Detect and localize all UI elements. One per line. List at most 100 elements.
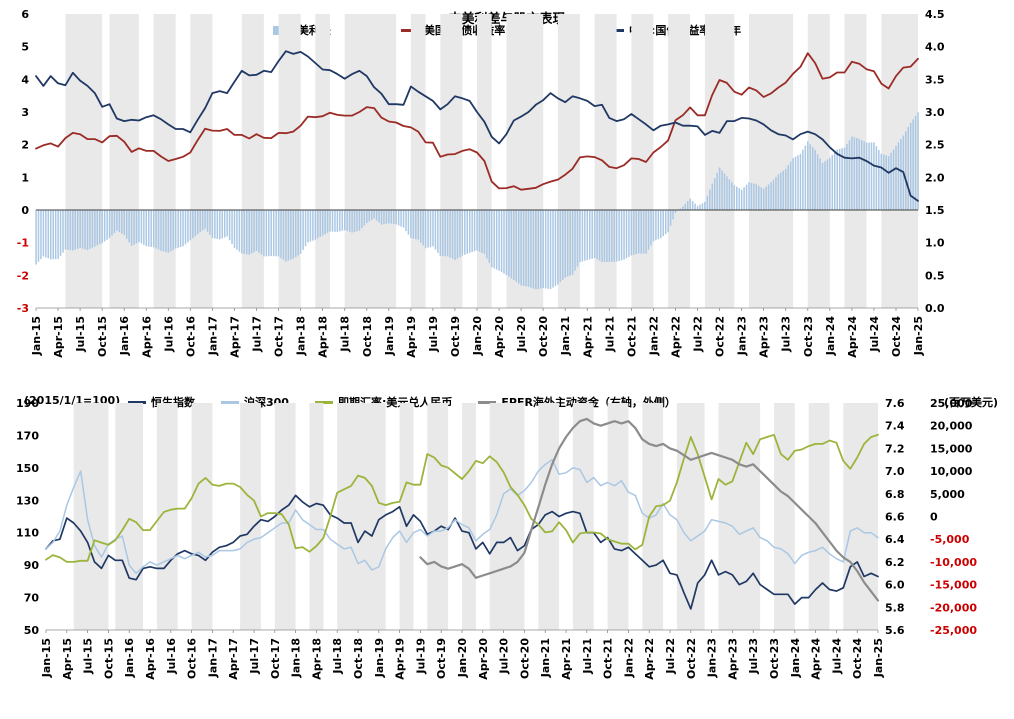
x-axis-tick-label: Oct-18	[352, 638, 365, 679]
x-axis-tick-label: Jul-21	[581, 638, 594, 675]
usdcny-line-swatch	[314, 400, 333, 404]
y-axis-tick-label: 0.5	[925, 269, 945, 282]
x-axis-tick-label: Apr-20	[477, 638, 490, 680]
y-axis-tick-label: 2.0	[925, 171, 945, 184]
x-axis-tick-label: Jan-16	[118, 316, 131, 357]
y-axis-tick-label: 1.5	[925, 204, 945, 217]
y-axis-tick-label: 50	[24, 624, 40, 637]
x-axis-tick-label: Oct-22	[685, 638, 698, 679]
x-axis-tick-label: Jul-22	[664, 638, 677, 675]
y-axis-tick-label: 1	[21, 171, 29, 184]
y-axis-tick-label: 6	[21, 8, 29, 21]
y-axis-tick-label: 7.6	[885, 397, 905, 410]
x-axis-tick-label: Oct-17	[269, 638, 282, 679]
y-axis-tick-label: 70	[24, 592, 40, 605]
x-axis-tick-label: Jan-18	[295, 316, 308, 356]
series-spread	[35, 112, 919, 290]
x-axis-tick-label: Apr-22	[643, 638, 656, 680]
x-axis-tick-label: Jul-16	[162, 316, 175, 353]
x-axis-tick-label: Oct-24	[890, 316, 903, 357]
y-axis-tick-label: 3	[21, 106, 29, 119]
x-axis-tick-label: Oct-18	[361, 316, 374, 357]
background-band	[808, 403, 830, 630]
y-axis-tick-label: -2	[17, 269, 29, 282]
y-axis-tick-label: 6.4	[885, 533, 905, 546]
y-axis-tick-label: -10,000	[930, 556, 977, 569]
background-band	[774, 403, 795, 630]
x-axis-tick-label: Jan-17	[206, 316, 219, 356]
y-axis-tick-label: 7.2	[885, 442, 905, 455]
x-axis-tick-label: Jul-23	[747, 638, 760, 675]
x-axis-tick-label: Jul-20	[515, 316, 528, 353]
x-axis-tick-label: Jan-18	[290, 638, 303, 678]
background-band	[440, 14, 463, 308]
x-axis-tick-label: Jul-15	[74, 316, 87, 353]
x-axis-tick-label: Oct-20	[537, 316, 550, 357]
background-band	[274, 403, 296, 630]
x-axis-tick-label: Oct-21	[602, 638, 615, 679]
x-axis-tick-label: Jan-24	[824, 316, 837, 357]
y-axis-tick-label: 6.8	[885, 488, 905, 501]
y-axis-tick-label: 0.0	[925, 302, 945, 315]
background-band	[399, 403, 414, 630]
x-axis-tick-label: Jan-15	[40, 638, 53, 678]
y-axis-tick-label: 5.6	[885, 624, 905, 637]
x-axis-tick-label: Apr-20	[493, 316, 506, 358]
x-axis-tick-label: Oct-19	[449, 316, 462, 357]
background-band	[73, 403, 109, 630]
x-axis-tick-label: Oct-23	[802, 316, 815, 357]
x-axis-tick-label: Oct-24	[851, 638, 864, 679]
x-axis-tick-label: Apr-15	[61, 638, 74, 680]
bottom-chart-plot: 190 170 150 130 110 90 70 50 7.6 7.4 7.2 7.0 6.8 6.6 6…	[16, 397, 977, 680]
x-axis-tick-label: Jan-24	[789, 638, 802, 679]
background-band	[572, 403, 594, 630]
x-axis-tick-label: Jan-21	[559, 316, 572, 356]
background-band	[489, 403, 525, 630]
background-band	[881, 14, 919, 308]
y-axis-tick-label: 3.0	[925, 106, 945, 119]
x-axis-tick-label: Jan-23	[706, 638, 719, 678]
y-axis-tick-label: 5	[21, 41, 29, 54]
x-axis-tick-label: Jul-21	[603, 316, 616, 353]
x-axis-tick-label: Jul-18	[339, 316, 352, 353]
background-band	[309, 403, 324, 630]
background-band	[153, 14, 176, 308]
background-band	[65, 14, 103, 308]
background-band	[594, 14, 617, 308]
x-axis-tick-label: Apr-22	[670, 316, 683, 358]
background-band	[240, 403, 261, 630]
x-axis-tick-label: Jan-20	[471, 316, 484, 357]
y-axis-tick-label: 6.0	[885, 579, 905, 592]
y-axis-tick-label: 4.0	[925, 41, 945, 54]
x-axis-tick-label: Jul-17	[248, 638, 261, 675]
x-axis-tick-label: Apr-16	[140, 316, 153, 358]
background-band	[668, 14, 691, 308]
y-axis-tick-label: 15,000	[930, 442, 973, 455]
background-band	[676, 403, 705, 630]
x-axis-tick-label: Oct-15	[96, 316, 109, 357]
y-axis-tick-label: 0	[930, 511, 938, 524]
series-cn10y	[35, 50, 919, 202]
x-axis-tick-label: Jan-22	[622, 638, 635, 678]
x-axis-tick-label: Oct-23	[768, 638, 781, 679]
y-axis-tick-label: 3.5	[925, 73, 945, 86]
x-axis-tick-label: Apr-23	[726, 638, 739, 680]
y-axis-tick-label: 5.8	[885, 601, 905, 614]
x-axis-tick-label: Jan-16	[123, 638, 136, 679]
y-axis-tick-label: 10,000	[930, 465, 973, 478]
x-axis-tick-label: Oct-22	[714, 316, 727, 357]
y-axis-tick-label: 6.2	[885, 556, 905, 569]
y-axis-tick-label: 150	[16, 462, 39, 475]
background-band	[607, 403, 629, 630]
y-axis-tick-label: 110	[16, 527, 39, 540]
background-band	[191, 403, 213, 630]
x-axis-tick-label: Apr-18	[310, 638, 323, 680]
x-axis-tick-label: Apr-24	[810, 638, 823, 680]
background-band	[337, 403, 386, 630]
x-axis-tick-label: Oct-21	[625, 316, 638, 357]
series-hsi	[45, 494, 879, 610]
x-axis-tick-label: Jul-19	[414, 638, 427, 675]
x-axis-tick-label: Apr-24	[846, 316, 859, 358]
y-axis-tick-label: 130	[16, 494, 39, 507]
y-axis-tick-label: -1	[17, 237, 29, 250]
